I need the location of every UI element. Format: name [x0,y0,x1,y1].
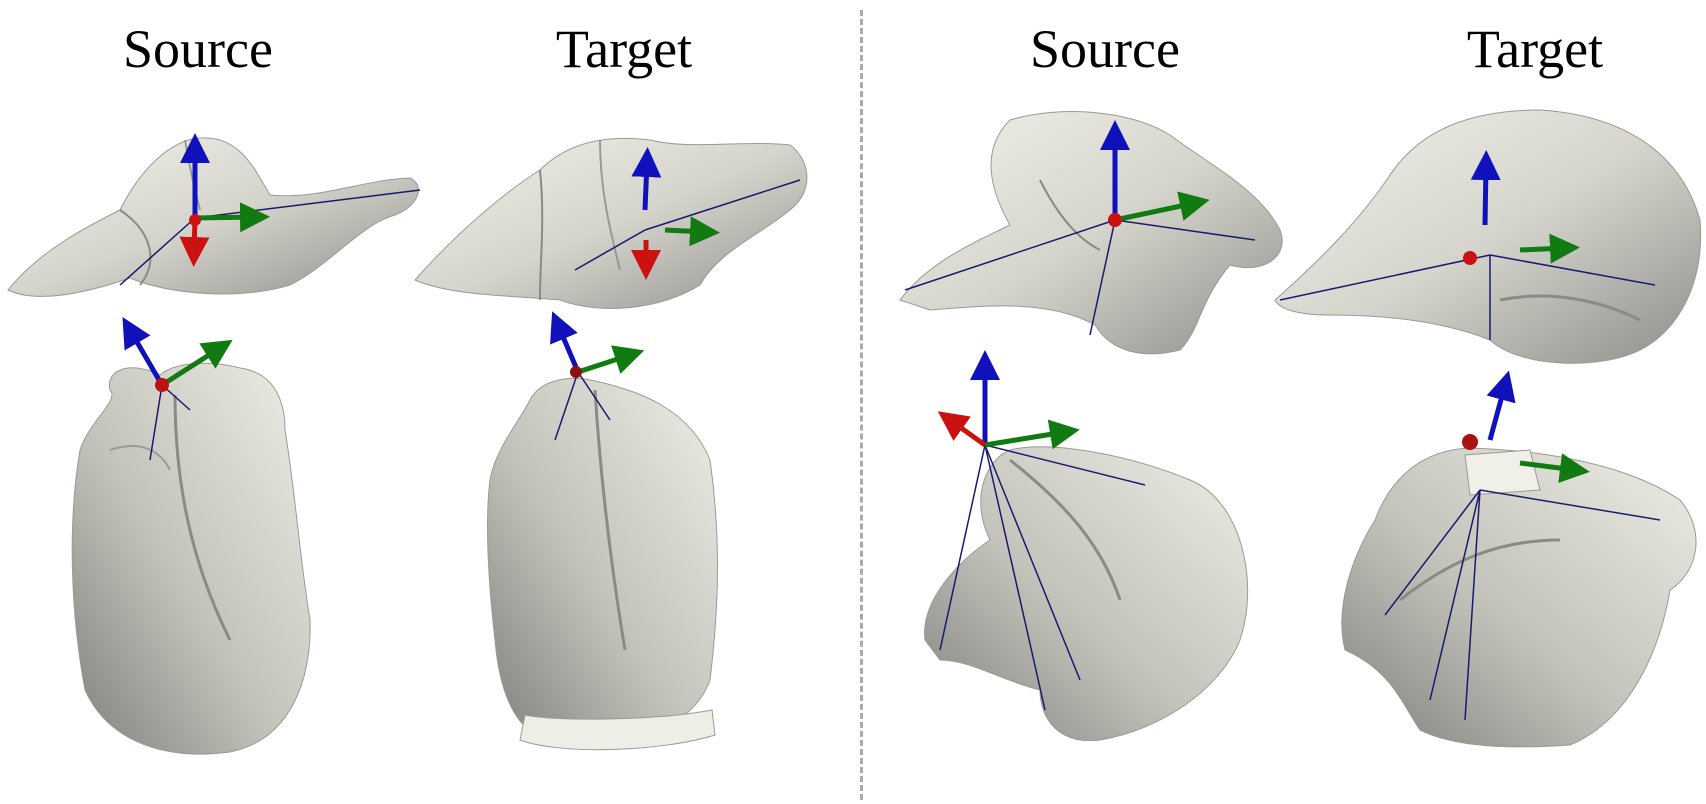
left-source-top-hand [7,133,421,297]
left-source-heading: Source [123,19,273,79]
right-target-bottom-hand [1341,370,1697,748]
left-target-top-hand [414,137,808,309]
right-source-top-hand [899,111,1283,355]
right-target-heading: Target [1466,19,1604,79]
right-source-heading: Source [1030,19,1180,79]
right-target-top-hand [1274,109,1702,364]
left-target-bottom-hand [487,311,718,751]
right-source-bottom-hand [924,350,1249,742]
panel-divider [860,10,863,800]
left-target-heading: Target [555,19,693,79]
left-source-bottom-hand [71,317,311,755]
